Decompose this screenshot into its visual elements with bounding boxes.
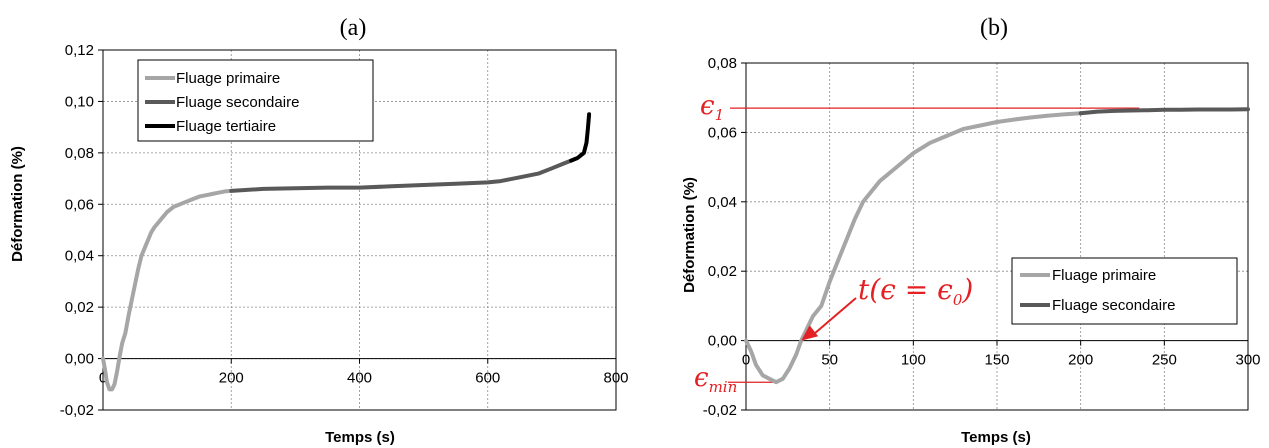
chart-b-eps1-annotation: ϵ1 (700, 91, 724, 124)
chart-b-x-ticks: 0 50 100 150 200 250 300 (742, 340, 1261, 369)
chart-b-eps-min-annotation: ϵmin (694, 363, 737, 396)
chart-a-y-tick-label: 0,02 (65, 299, 94, 316)
chart-a-title: (a) (340, 15, 367, 41)
chart-b-y-tick-label: 0,06 (708, 124, 737, 141)
arrow-head (801, 325, 819, 341)
chart-a-series (101, 112, 592, 392)
chart-a-x-tick-label: 600 (475, 370, 500, 387)
chart-b-legend-primaire: Fluage primaire (1052, 267, 1156, 284)
chart-a-series-line-0 (101, 188, 234, 392)
arrow-shaft (812, 297, 857, 336)
chart-b-t-eps0-annotation: t(ϵ = ϵ0) (858, 273, 973, 309)
chart-a-y-tick-label: 0,00 (65, 351, 94, 368)
t-eps0-text: t(ϵ = ϵ (858, 273, 953, 306)
chart-a-series-line-1 (229, 158, 574, 193)
chart-b-x-tick-label: 0 (742, 352, 750, 369)
chart-a-y-axis-label: Déformation (%) (9, 146, 26, 262)
chart-b-legend-secondaire: Fluage secondaire (1052, 297, 1175, 314)
chart-b-y-tick-label: 0,04 (708, 194, 737, 211)
chart-b-title: (b) (980, 15, 1008, 41)
chart-b-x-tick-label: 50 (821, 352, 838, 369)
chart-b-y-tick-label: 0,02 (708, 263, 737, 280)
chart-b-y-tick-label: 0,08 (708, 55, 737, 72)
chart-a-x-tick-label: 400 (347, 370, 372, 387)
chart-b-y-tick-label: -0,02 (703, 402, 737, 419)
chart-a: (a) -0,02 0,00 0,02 0,04 0,06 0,08 0,10 0,12 0 2… (9, 15, 629, 446)
chart-b-x-tick-label: 150 (984, 352, 1009, 369)
chart-a-y-ticks: -0,02 0,00 0,02 0,04 0,06 0,08 0,10 0,12 (60, 42, 103, 419)
chart-b-x-axis-label: Temps (s) (961, 429, 1031, 446)
chart-a-legend-primaire: Fluage primaire (176, 70, 280, 87)
chart-b-y-tick-label: 0,00 (708, 333, 737, 350)
eps-min-symbol: ϵ (694, 363, 709, 393)
chart-b-legend-box (1011, 257, 1238, 325)
chart-a-legend-box (137, 59, 374, 142)
chart-a-x-axis-label: Temps (s) (325, 429, 395, 446)
chart-a-y-tick-label: 0,06 (65, 196, 94, 213)
eps-min-sub: min (709, 378, 738, 396)
chart-a-x-ticks: 0 200 400 600 800 (99, 358, 629, 387)
chart-b-series-line-0 (744, 111, 1083, 385)
chart-a-x-tick-label: 200 (219, 370, 244, 387)
chart-b-x-tick-label: 300 (1235, 352, 1260, 369)
chart-a-legend-tertiaire: Fluage tertiaire (176, 118, 276, 135)
chart-b-arrow (801, 297, 857, 341)
chart-b-y-ticks: -0,02 0,00 0,02 0,04 0,06 0,08 (703, 55, 746, 419)
eps1-symbol: ϵ (700, 91, 715, 121)
chart-a-legend: Fluage primaire Fluage secondaire Fluage… (137, 59, 374, 142)
chart-b-x-tick-label: 100 (901, 352, 926, 369)
chart-b-x-tick-label: 200 (1068, 352, 1093, 369)
chart-b-y-axis-label: Déformation (%) (681, 177, 698, 293)
chart-b-annotation-lines (728, 107, 1140, 383)
t-eps0-sub: 0 (953, 291, 963, 309)
chart-a-y-tick-label: 0,04 (65, 248, 94, 265)
chart-b-legend: Fluage primaire Fluage secondaire (1011, 257, 1238, 325)
chart-a-x-tick-label: 0 (99, 370, 107, 387)
chart-a-x-tick-label: 800 (603, 370, 628, 387)
t-eps0-close: ) (961, 273, 973, 306)
chart-a-y-tick-label: -0,02 (60, 402, 94, 419)
chart-a-y-tick-label: 0,08 (65, 145, 94, 162)
chart-b-series-line-1 (1078, 107, 1250, 116)
chart-a-plot-frame (102, 49, 617, 411)
chart-b-x-tick-label: 250 (1152, 352, 1177, 369)
chart-b-plot-frame (745, 62, 1249, 411)
chart-b-series (744, 107, 1250, 385)
eps1-sub: 1 (715, 106, 725, 124)
chart-a-y-tick-label: 0,12 (65, 42, 94, 59)
chart-a-series-line-2 (569, 112, 592, 163)
chart-b: (b) -0,02 0,00 0,02 0,04 0,06 0,08 0 50 100 150 2… (681, 15, 1261, 446)
chart-a-y-tick-label: 0,10 (65, 93, 94, 110)
chart-a-legend-secondaire: Fluage secondaire (176, 94, 299, 111)
